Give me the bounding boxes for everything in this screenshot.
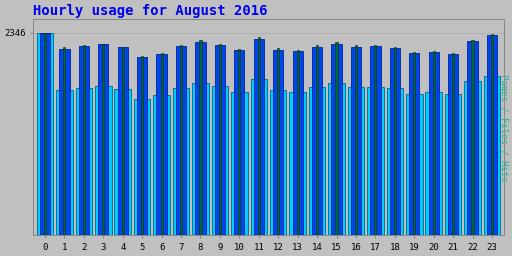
Bar (472, 40, 474, 235)
Bar (445, 94, 461, 235)
Bar (253, 39, 264, 235)
Bar (141, 57, 143, 235)
Bar (328, 83, 345, 235)
Bar (491, 34, 493, 235)
Bar (270, 90, 287, 235)
Bar (37, 33, 53, 235)
Bar (122, 47, 124, 235)
Bar (387, 88, 403, 235)
Bar (464, 81, 481, 235)
Bar (56, 90, 73, 235)
Bar (394, 47, 396, 235)
Bar (219, 44, 221, 235)
Bar (289, 92, 306, 235)
Bar (331, 44, 342, 235)
Bar (277, 48, 279, 235)
Bar (157, 54, 167, 235)
Bar (258, 37, 260, 235)
Bar (76, 88, 92, 235)
Bar (102, 44, 104, 235)
Bar (355, 45, 357, 235)
Bar (59, 49, 70, 235)
Bar (374, 45, 376, 235)
Bar (348, 87, 364, 235)
Bar (137, 57, 147, 235)
Bar (153, 95, 170, 235)
Bar (487, 35, 497, 235)
Bar (180, 45, 182, 235)
Bar (196, 42, 206, 235)
Bar (192, 83, 209, 235)
Text: Hourly usage for August 2016: Hourly usage for August 2016 (33, 4, 268, 18)
Bar (199, 40, 202, 235)
Bar (390, 48, 400, 235)
Bar (367, 87, 383, 235)
Bar (176, 46, 186, 235)
Bar (134, 99, 151, 235)
Bar (452, 53, 454, 235)
Bar (309, 87, 325, 235)
Bar (115, 89, 131, 235)
Bar (433, 51, 435, 235)
Bar (63, 47, 66, 235)
Bar (335, 42, 337, 235)
Bar (44, 33, 46, 235)
Bar (95, 86, 112, 235)
Bar (413, 52, 415, 235)
Bar (370, 46, 380, 235)
Bar (79, 46, 89, 235)
Bar (160, 52, 163, 235)
Bar (234, 50, 244, 235)
Bar (238, 49, 241, 235)
Bar (351, 47, 361, 235)
Bar (484, 76, 500, 235)
Bar (250, 79, 267, 235)
Bar (467, 41, 478, 235)
Bar (211, 86, 228, 235)
Bar (296, 50, 298, 235)
Bar (448, 54, 458, 235)
Bar (98, 44, 109, 235)
Bar (273, 50, 283, 235)
Bar (83, 45, 85, 235)
Bar (40, 33, 50, 235)
Bar (118, 47, 128, 235)
Bar (173, 88, 189, 235)
Bar (312, 47, 322, 235)
Y-axis label: Pages / Files / Hits: Pages / Files / Hits (499, 73, 508, 181)
Bar (231, 92, 248, 235)
Bar (409, 54, 419, 235)
Bar (215, 45, 225, 235)
Bar (406, 94, 422, 235)
Bar (429, 52, 439, 235)
Bar (425, 92, 442, 235)
Bar (292, 51, 303, 235)
Bar (316, 45, 318, 235)
